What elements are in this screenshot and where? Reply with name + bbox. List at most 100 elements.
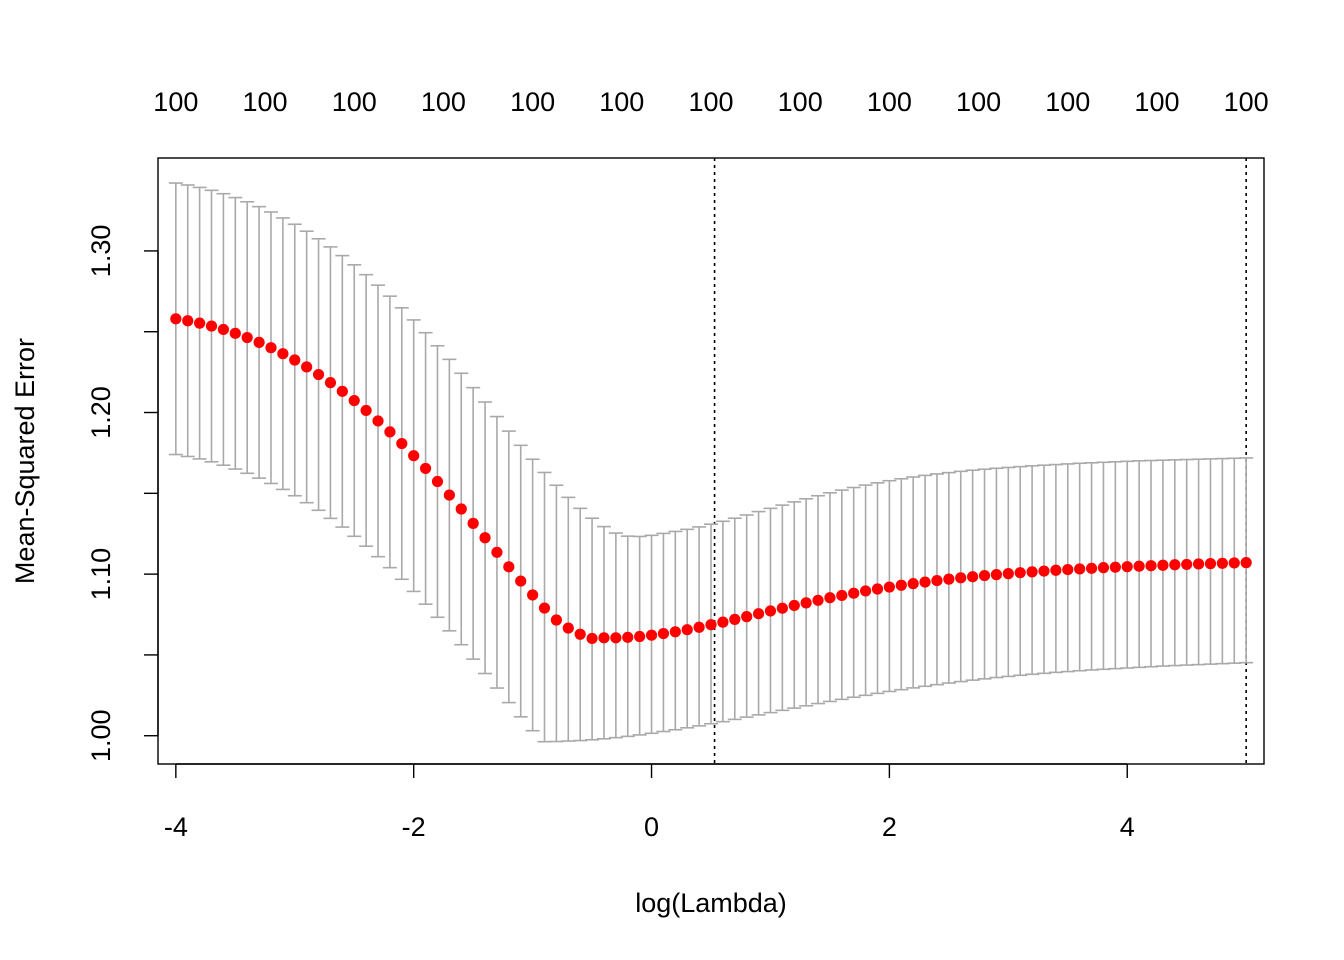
mse-point bbox=[1050, 564, 1062, 576]
mse-point bbox=[229, 327, 241, 339]
top-axis-label: 100 bbox=[421, 87, 466, 117]
mse-point bbox=[645, 629, 658, 641]
mse-point bbox=[705, 619, 717, 631]
top-axis-label: 100 bbox=[332, 87, 377, 117]
mse-point bbox=[515, 575, 527, 587]
x-tick-label: 2 bbox=[882, 812, 897, 842]
mse-point bbox=[312, 368, 325, 381]
mse-point bbox=[217, 323, 230, 336]
mse-point bbox=[538, 602, 551, 614]
mse-point bbox=[1133, 560, 1145, 572]
x-tick-label: 4 bbox=[1120, 812, 1135, 842]
mse-point bbox=[205, 320, 218, 332]
mse-point bbox=[194, 317, 206, 329]
y-tick-label: 1.00 bbox=[86, 709, 116, 762]
mse-point bbox=[800, 597, 812, 609]
mse-point bbox=[883, 581, 895, 593]
error-bars bbox=[168, 182, 1254, 743]
top-axis-label: 100 bbox=[956, 87, 1001, 117]
top-axis: 100 100 100 100 100 100 100 100 100 100 100 100 100 bbox=[153, 87, 1268, 117]
mse-point bbox=[467, 517, 479, 529]
mse-point bbox=[1062, 563, 1074, 576]
x-axis-label: log(Lambda) bbox=[635, 888, 787, 918]
mse-point bbox=[241, 331, 253, 344]
error-bar bbox=[573, 507, 588, 742]
mse-point bbox=[419, 462, 432, 475]
mse-point bbox=[990, 569, 1003, 581]
x-tick-label: -2 bbox=[402, 812, 426, 842]
mse-point bbox=[396, 437, 408, 450]
mse-point bbox=[717, 616, 729, 628]
mse-point bbox=[491, 546, 503, 558]
y-tick-label: 1.10 bbox=[86, 548, 116, 601]
mse-point bbox=[586, 632, 598, 645]
mse-point bbox=[277, 348, 289, 360]
mse-point bbox=[408, 450, 420, 462]
mse-point bbox=[360, 404, 372, 417]
top-axis-label: 100 bbox=[1045, 87, 1090, 117]
mse-point bbox=[253, 336, 265, 348]
mse-point bbox=[967, 571, 979, 583]
mse-point bbox=[824, 592, 836, 604]
mse-point bbox=[1145, 560, 1157, 572]
mse-point bbox=[324, 377, 337, 389]
mse-point bbox=[1204, 558, 1217, 570]
mse-point bbox=[265, 342, 277, 354]
mse-point bbox=[860, 585, 872, 597]
x-tick-label: 0 bbox=[644, 812, 659, 842]
y-axis-label: Mean-Squared Error bbox=[10, 338, 40, 584]
mse-point bbox=[372, 415, 384, 427]
mse-point bbox=[170, 313, 182, 325]
y-tick-label: 1.20 bbox=[86, 386, 116, 439]
mse-point bbox=[895, 579, 907, 591]
top-axis-label: 100 bbox=[867, 87, 912, 117]
mse-point bbox=[610, 632, 622, 644]
mse-point bbox=[1192, 558, 1205, 570]
mse-point bbox=[1216, 557, 1228, 569]
y-axis: 1.00 1.10 1.20 1.30 bbox=[86, 225, 159, 762]
mse-point bbox=[907, 578, 919, 590]
mse-point bbox=[622, 631, 634, 643]
mse-point bbox=[1074, 563, 1086, 575]
mse-point bbox=[289, 354, 301, 366]
top-axis-label: 100 bbox=[688, 87, 733, 117]
error-bar bbox=[585, 517, 600, 741]
mse-point bbox=[788, 599, 800, 612]
mse-point bbox=[634, 630, 646, 643]
mse-point bbox=[776, 602, 788, 614]
mse-point bbox=[752, 608, 765, 620]
top-axis-label: 100 bbox=[1224, 87, 1269, 117]
mse-point bbox=[919, 576, 931, 588]
mse-point bbox=[764, 605, 777, 617]
mse-point bbox=[336, 385, 348, 397]
mse-point bbox=[1228, 557, 1240, 569]
x-tick-label: -4 bbox=[164, 812, 188, 842]
mse-point bbox=[1109, 561, 1121, 573]
top-axis-label: 100 bbox=[153, 87, 198, 117]
x-axis: -4 -2 0 2 4 bbox=[164, 763, 1135, 842]
mse-point bbox=[562, 622, 574, 634]
mse-point bbox=[978, 569, 991, 582]
mse-point bbox=[729, 613, 741, 625]
top-axis-label: 100 bbox=[1134, 87, 1179, 117]
mse-point bbox=[1014, 567, 1026, 579]
mse-point bbox=[943, 573, 955, 585]
mse-point bbox=[384, 426, 396, 438]
mse-point bbox=[812, 594, 824, 606]
top-axis-label: 100 bbox=[510, 87, 555, 117]
mse-point bbox=[348, 394, 360, 407]
mse-point bbox=[431, 475, 444, 488]
mse-point bbox=[1240, 557, 1252, 569]
mse-point bbox=[1157, 559, 1169, 571]
mse-point bbox=[182, 315, 194, 327]
mse-point bbox=[657, 627, 670, 640]
error-bar bbox=[549, 484, 564, 743]
error-bar bbox=[561, 496, 576, 742]
mse-point bbox=[598, 632, 610, 644]
mse-point bbox=[681, 624, 693, 636]
mse-point bbox=[693, 621, 705, 633]
mse-point bbox=[503, 561, 515, 573]
top-axis-label: 100 bbox=[778, 87, 823, 117]
mse-point bbox=[1085, 562, 1098, 574]
